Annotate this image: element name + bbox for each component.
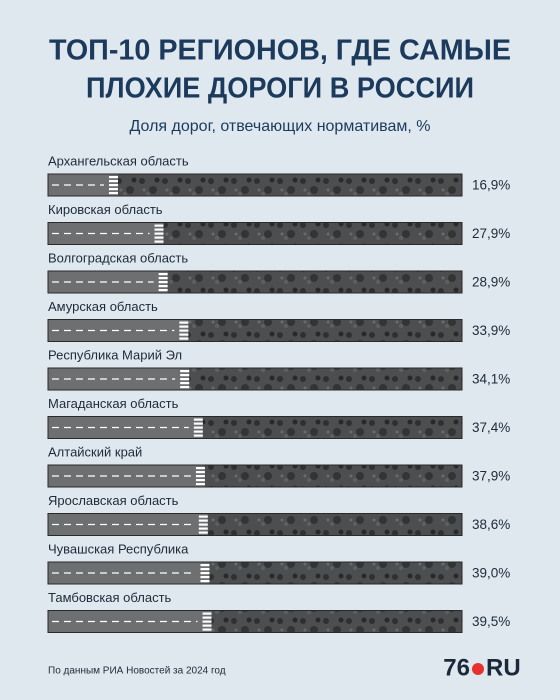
crosswalk [180, 382, 190, 385]
road-edge [47, 561, 463, 585]
category-label: Ярославская область [48, 493, 179, 508]
crosswalk [154, 228, 164, 231]
crosswalk [154, 232, 164, 235]
category-label: Кировская область [48, 202, 163, 217]
value-label: 28,9% [472, 275, 510, 290]
crosswalk [180, 370, 190, 373]
category-label: Архангельская область [48, 153, 189, 168]
crosswalk [200, 572, 210, 575]
road-edge [47, 513, 463, 536]
logo-domain: RU [486, 654, 521, 681]
crosswalk [158, 281, 168, 284]
crosswalk [158, 285, 168, 288]
crosswalk [108, 180, 118, 183]
crosswalk [179, 337, 189, 340]
category-label: Волгоградская область [48, 250, 188, 265]
crosswalk [202, 612, 212, 615]
crosswalk [202, 616, 212, 619]
crosswalk [202, 624, 212, 627]
crosswalk [198, 519, 208, 522]
crosswalk [198, 523, 208, 526]
crosswalk [108, 188, 118, 191]
value-label: 33,9% [472, 323, 510, 338]
crosswalk [108, 192, 118, 195]
crosswalk [108, 176, 118, 179]
crosswalk [154, 240, 164, 243]
crosswalk [193, 418, 203, 421]
road-edge [47, 222, 463, 245]
crosswalk [200, 564, 210, 567]
bar [48, 271, 168, 293]
value-label: 27,9% [472, 226, 510, 241]
crosswalk [158, 289, 168, 292]
crosswalk [195, 471, 205, 474]
value-label: 39,0% [472, 566, 510, 581]
crosswalk [158, 277, 168, 280]
crosswalk [180, 378, 190, 381]
road-edge [47, 319, 463, 342]
source: По данным РИА Новостей за 2024 год [48, 666, 226, 677]
crosswalk [179, 325, 189, 328]
crosswalk [195, 483, 205, 486]
road-edge [47, 270, 463, 294]
road-bg [48, 174, 462, 196]
crosswalk [179, 333, 189, 336]
category-label: Магаданская область [48, 396, 179, 411]
crosswalk [154, 236, 164, 239]
category-label: Амурская область [48, 299, 158, 314]
chart-title: ПЛОХИЕ ДОРОГИ В РОССИИ [86, 73, 474, 105]
crosswalk [200, 576, 210, 579]
chart-subtitle: Доля дорог, отвечающих нормативам, % [130, 118, 431, 135]
road-edge [47, 173, 463, 197]
crosswalk [193, 434, 203, 437]
category-label: Чувашская Республика [48, 541, 189, 556]
logo-number: 76 [443, 654, 470, 681]
crosswalk [180, 374, 190, 377]
crosswalk [202, 628, 212, 631]
road-edge [47, 416, 463, 439]
crosswalk [193, 430, 203, 433]
category-label: Алтайский край [48, 444, 142, 459]
crosswalk [180, 386, 190, 389]
crosswalk [158, 273, 168, 276]
chart-title: ТОП-10 РЕГИОНОВ, ГДЕ САМЫЕ [49, 35, 511, 67]
crosswalk [193, 422, 203, 425]
logo-dot [472, 663, 484, 675]
crosswalk [108, 184, 118, 187]
road-edge [47, 464, 463, 488]
crosswalk [195, 479, 205, 482]
value-label: 34,1% [472, 372, 510, 387]
road-edge [47, 610, 463, 633]
crosswalk [179, 321, 189, 324]
value-label: 37,4% [472, 420, 510, 435]
crosswalk [198, 515, 208, 518]
value-label: 16,9% [472, 178, 510, 193]
category-label: Республика Марий Эл [48, 347, 182, 362]
crosswalk [200, 580, 210, 583]
crosswalk [198, 531, 208, 534]
road-edge [47, 367, 463, 391]
crosswalk [195, 475, 205, 478]
crosswalk [154, 224, 164, 227]
crosswalk [198, 527, 208, 530]
crosswalk [200, 568, 210, 571]
value-label: 37,9% [472, 469, 510, 484]
crosswalk [202, 620, 212, 623]
value-label: 39,5% [472, 614, 510, 629]
crosswalk [193, 426, 203, 429]
value-label: 38,6% [472, 517, 510, 532]
category-label: Тамбовская область [48, 590, 172, 605]
crosswalk [195, 467, 205, 470]
crosswalk [179, 329, 189, 332]
